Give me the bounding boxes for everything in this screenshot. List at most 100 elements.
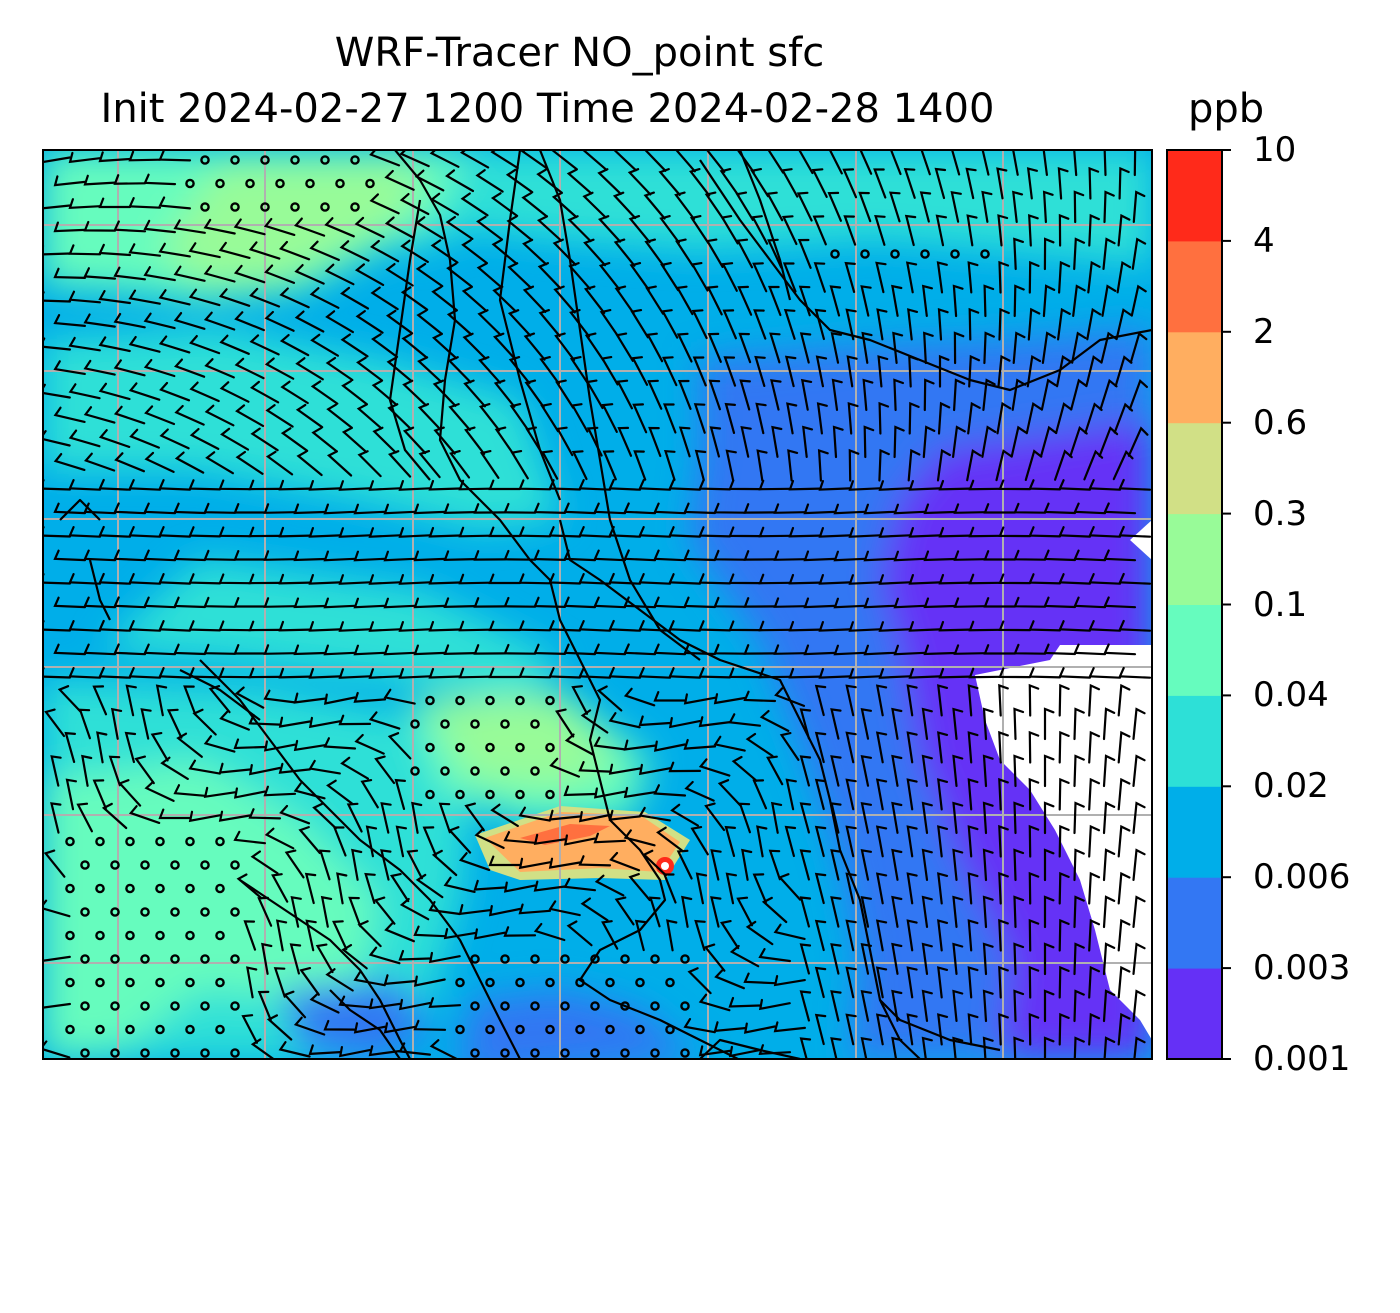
- wind-barb: [863, 503, 897, 515]
- wind-barb: [443, 597, 477, 609]
- wind-barb: [860, 754, 872, 787]
- wind-barb: [1058, 213, 1070, 247]
- wind-barb: [1058, 777, 1070, 811]
- wind-barb: [842, 168, 858, 199]
- wind-barb: [218, 762, 251, 774]
- wind-barb: [723, 356, 737, 387]
- wind-barb: [83, 643, 117, 656]
- wind-barb: [623, 739, 656, 751]
- wind-barb: [233, 830, 266, 845]
- wind-barb: [906, 731, 918, 764]
- wind-barb: [704, 191, 725, 221]
- calm-circle: [665, 977, 675, 988]
- wind-barb: [443, 550, 477, 562]
- wind-barb: [566, 168, 593, 195]
- wind-barb: [507, 309, 532, 337]
- wind-barb: [623, 829, 656, 847]
- calm-circle: [500, 1001, 510, 1011]
- wind-barb: [113, 643, 147, 656]
- wind-barb: [189, 428, 220, 450]
- wind-barb: [383, 550, 417, 562]
- wind-barb: [803, 550, 837, 562]
- wind-barb: [338, 1046, 371, 1058]
- calm-circle: [200, 202, 210, 212]
- wind-barb: [814, 825, 827, 858]
- wind-barb: [346, 802, 363, 833]
- wind-barb: [43, 620, 72, 632]
- wind-barb: [53, 502, 87, 515]
- calm-circle: [560, 954, 570, 964]
- wind-barb: [859, 150, 873, 175]
- wind-barb: [241, 1014, 258, 1044]
- wind-barb: [1054, 449, 1073, 481]
- wind-barb: [722, 309, 737, 340]
- wind-barb: [1088, 573, 1122, 585]
- wind-barb: [503, 502, 537, 514]
- wind-barb: [908, 480, 942, 491]
- wind-barb: [785, 778, 797, 811]
- wind-barb: [308, 1044, 342, 1056]
- wind-barb: [919, 191, 932, 223]
- wind-barb: [923, 550, 957, 562]
- wind-barb: [394, 778, 406, 810]
- wind-barb: [304, 872, 317, 905]
- wind-barb: [799, 896, 812, 928]
- wind-barb: [752, 262, 768, 293]
- wind-barb: [134, 755, 155, 785]
- wind-barb: [848, 574, 882, 585]
- wind-barb: [796, 191, 813, 222]
- wind-barb: [1042, 190, 1054, 224]
- wind-barb: [68, 290, 101, 304]
- calm-circle: [545, 1024, 555, 1035]
- wind-barb: [845, 872, 857, 905]
- wind-barb: [967, 684, 979, 717]
- wind-barb: [1099, 378, 1118, 411]
- wind-barb: [875, 825, 888, 858]
- wind-barb: [593, 502, 627, 515]
- wind-barb: [353, 503, 387, 515]
- wind-barb: [1103, 502, 1137, 515]
- wind-barb: [708, 379, 721, 411]
- wind-barb: [937, 684, 949, 717]
- calm-circle: [95, 883, 105, 894]
- wind-barb: [1131, 237, 1147, 270]
- wind-barb: [235, 450, 264, 475]
- wind-barb: [555, 708, 575, 738]
- wind-barb: [248, 573, 282, 585]
- wind-barb: [938, 620, 972, 632]
- wind-barb: [278, 620, 312, 632]
- wind-barb: [952, 284, 964, 318]
- wind-barb: [690, 262, 709, 292]
- wind-barb: [417, 356, 443, 383]
- wind-barb: [998, 918, 1009, 952]
- wind-barb: [996, 167, 1008, 200]
- wind-barb: [799, 1037, 812, 1059]
- calm-circle: [455, 695, 465, 706]
- wind-barb: [758, 667, 792, 679]
- wind-barb: [875, 966, 888, 999]
- wind-barb: [84, 452, 116, 472]
- wind-barb: [373, 896, 396, 925]
- wind-barb: [503, 831, 536, 844]
- wind-barb: [653, 549, 687, 562]
- wind-barb: [724, 825, 736, 857]
- wind-barb: [1102, 942, 1116, 976]
- wind-barb: [1043, 502, 1077, 515]
- wind-barb: [668, 526, 702, 538]
- wind-barb: [446, 309, 473, 336]
- wind-barb: [877, 355, 889, 388]
- wind-barb: [858, 191, 872, 223]
- wind-barb: [728, 573, 762, 585]
- wind-barb: [204, 358, 235, 379]
- wind-barb: [263, 503, 297, 514]
- wind-barb: [473, 550, 507, 561]
- calm-circle: [230, 1048, 240, 1058]
- wind-barb: [684, 780, 715, 802]
- wind-barb: [1043, 596, 1077, 609]
- wind-barb: [98, 243, 132, 257]
- calm-circle: [425, 695, 435, 706]
- wind-barb: [953, 644, 987, 655]
- wind-barb: [998, 965, 1009, 999]
- wind-barb: [265, 450, 294, 476]
- wind-barb: [937, 778, 949, 811]
